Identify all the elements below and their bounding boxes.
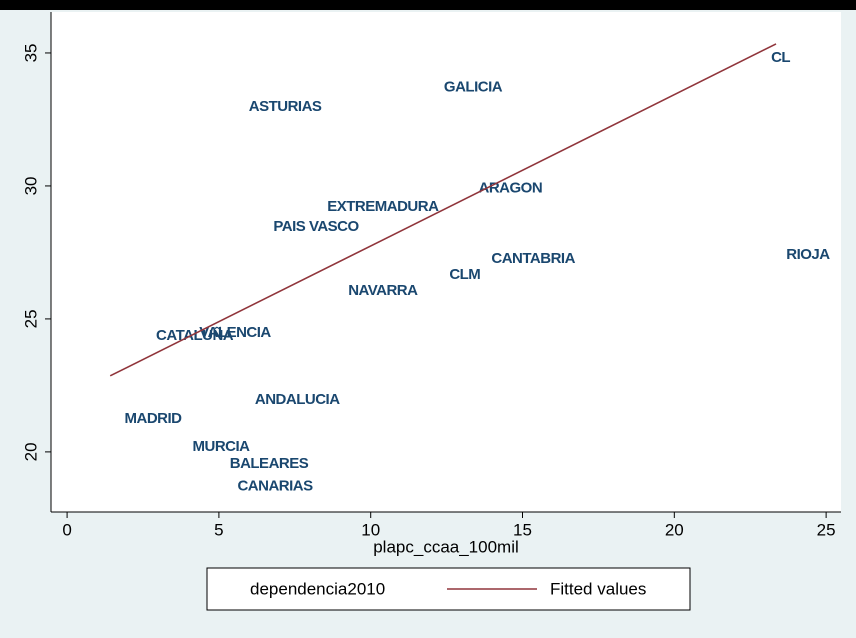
y-tick-label: 35 [21, 43, 40, 62]
point-label: CANARIAS [237, 477, 313, 494]
point-label: CL [771, 49, 790, 66]
legend-label: Fitted values [550, 579, 646, 598]
point-label: ASTURIAS [249, 98, 322, 115]
x-tick-label: 15 [513, 520, 532, 539]
point-label: VALENCIA [199, 324, 271, 341]
point-label: EXTREMADURA [327, 198, 439, 215]
point-label: BALEARES [230, 455, 309, 472]
point-label: CANTABRIA [491, 250, 575, 267]
y-tick-label: 25 [21, 309, 40, 328]
point-label: NAVARRA [348, 282, 418, 299]
x-tick-label: 5 [214, 520, 223, 539]
y-tick-label: 20 [21, 442, 40, 461]
x-tick-label: 10 [361, 520, 380, 539]
point-label: MURCIA [193, 438, 251, 455]
plot-area [51, 12, 841, 512]
point-label: CATALUÑA [156, 326, 234, 344]
top-bar [0, 0, 856, 10]
point-label: RIOJA [786, 246, 830, 263]
fit-line [109, 43, 777, 377]
x-axis-title: plapc_ccaa_100mil [373, 537, 519, 556]
legend-label: dependencia2010 [250, 579, 385, 598]
point-label: CLM [449, 266, 480, 283]
x-tick-label: 0 [62, 520, 71, 539]
y-tick-label: 30 [21, 176, 40, 195]
point-label: PAIS VASCO [273, 218, 359, 235]
point-label: ANDALUCIA [255, 391, 340, 408]
x-tick-label: 20 [665, 520, 684, 539]
x-tick-label: 25 [817, 520, 836, 539]
point-label: GALICIA [444, 79, 503, 96]
point-label: MADRID [125, 410, 183, 427]
